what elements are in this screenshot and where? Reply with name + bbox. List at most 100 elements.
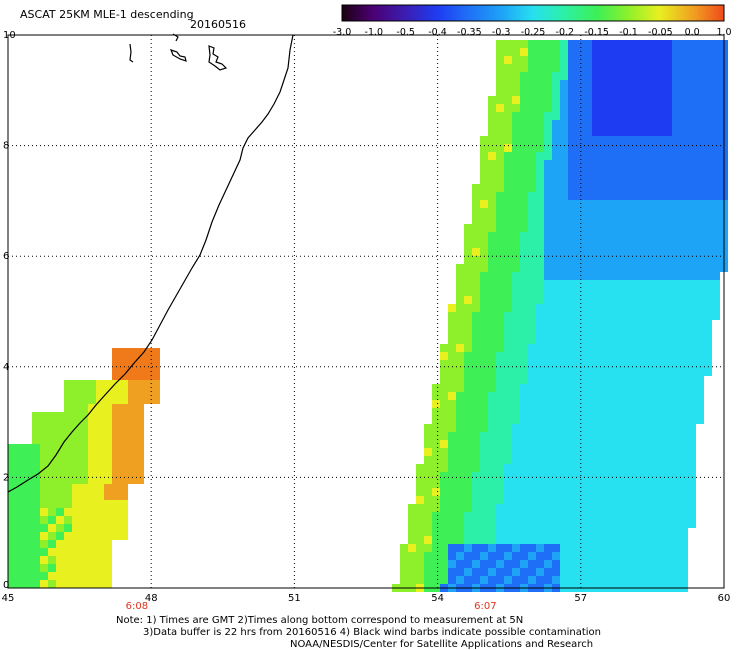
swath-cell <box>56 516 64 524</box>
swath-cell <box>504 280 512 288</box>
swath-cell <box>632 128 640 136</box>
swath-cell <box>520 392 528 400</box>
swath-cell <box>432 408 440 416</box>
swath-cell <box>488 552 496 560</box>
swath-cell <box>536 168 544 176</box>
swath-cell <box>88 476 96 484</box>
swath-cell <box>664 368 672 376</box>
swath-cell <box>24 524 32 532</box>
swath-cell <box>576 128 584 136</box>
swath-cell <box>568 256 576 264</box>
swath-cell <box>696 240 704 248</box>
swath-cell <box>504 216 512 224</box>
swath-cell <box>560 448 568 456</box>
swath-cell <box>464 248 472 256</box>
swath-cell <box>544 120 552 128</box>
swath-cell <box>424 440 432 448</box>
swath-cell <box>16 500 24 508</box>
swath-cell <box>656 416 664 424</box>
swath-cell <box>680 232 688 240</box>
swath-cell <box>656 152 664 160</box>
swath-cell <box>504 576 512 584</box>
swath-cell <box>496 288 504 296</box>
swath-cell <box>584 120 592 128</box>
swath-cell <box>600 472 608 480</box>
swath-cell <box>104 532 112 540</box>
swath-cell <box>704 296 712 304</box>
swath-cell <box>472 512 480 520</box>
swath-cell <box>8 508 16 516</box>
swath-cell <box>688 152 696 160</box>
swath-cell <box>480 152 488 160</box>
swath-cell <box>544 304 552 312</box>
swath-cell <box>560 576 568 584</box>
swath-cell <box>40 476 48 484</box>
swath-cell <box>136 420 144 428</box>
swath-cell <box>584 112 592 120</box>
swath-cell <box>544 264 552 272</box>
swath-cell <box>40 444 48 452</box>
swath-cell <box>432 496 440 504</box>
swath-cell <box>544 368 552 376</box>
swath-cell <box>464 336 472 344</box>
swath-cell <box>72 420 80 428</box>
swath-cell <box>592 360 600 368</box>
swath-cell <box>112 428 120 436</box>
swath-cell <box>608 328 616 336</box>
swath-cell <box>544 352 552 360</box>
swath-cell <box>440 352 448 360</box>
swath-cell <box>80 436 88 444</box>
swath-cell <box>64 396 72 404</box>
swath-cell <box>560 56 568 64</box>
swath-cell <box>640 384 648 392</box>
swath-cell <box>656 496 664 504</box>
swath-cell <box>632 72 640 80</box>
swath-cell <box>480 184 488 192</box>
swath-cell <box>88 420 96 428</box>
swath-cell <box>592 440 600 448</box>
swath-cell <box>520 416 528 424</box>
swath-cell <box>472 392 480 400</box>
swath-cell <box>664 544 672 552</box>
swath-cell <box>560 336 568 344</box>
swath-cell <box>488 152 496 160</box>
swath-cell <box>544 376 552 384</box>
swath-cell <box>504 272 512 280</box>
swath-cell <box>680 272 688 280</box>
swath-cell <box>704 128 712 136</box>
swath-cell <box>696 224 704 232</box>
swath-cell <box>8 484 16 492</box>
swath-cell <box>712 96 720 104</box>
swath-cell <box>456 328 464 336</box>
swath-cell <box>560 320 568 328</box>
swath-cell <box>88 508 96 516</box>
swath-cell <box>456 264 464 272</box>
swath-cell <box>688 88 696 96</box>
swath-cell <box>648 320 656 328</box>
swath-cell <box>672 152 680 160</box>
swath-cell <box>648 200 656 208</box>
swath-cell <box>520 152 528 160</box>
swath-cell <box>592 496 600 504</box>
swath-cell <box>688 232 696 240</box>
swath-cell <box>72 460 80 468</box>
swath-cell <box>528 248 536 256</box>
swath-cell <box>616 136 624 144</box>
swath-cell <box>504 512 512 520</box>
swath-cell <box>8 540 16 548</box>
swath-cell <box>616 216 624 224</box>
swath-cell <box>552 96 560 104</box>
swath-cell <box>632 352 640 360</box>
swath-cell <box>472 248 480 256</box>
swath-cell <box>448 544 456 552</box>
swath-cell <box>536 448 544 456</box>
swath-cell <box>544 416 552 424</box>
swath-cell <box>560 528 568 536</box>
swath-cell <box>560 520 568 528</box>
swath-cell <box>688 104 696 112</box>
swath-cell <box>120 404 128 412</box>
swath-cell <box>536 104 544 112</box>
swath-cell <box>512 472 520 480</box>
swath-cell <box>616 424 624 432</box>
swath-cell <box>568 488 576 496</box>
